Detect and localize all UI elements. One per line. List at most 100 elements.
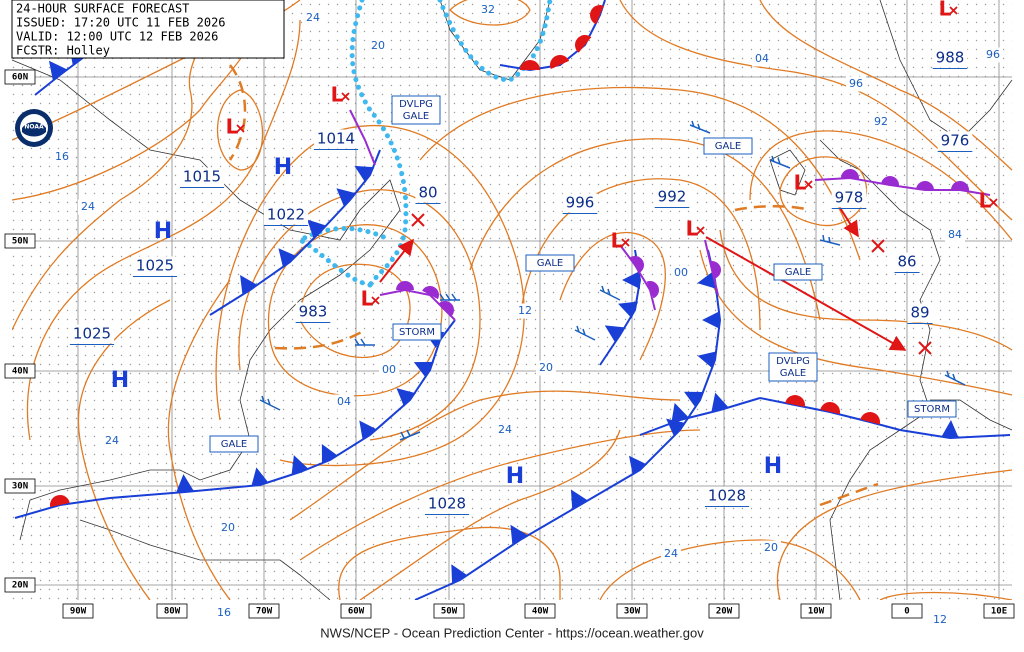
lon-label: 20W (716, 607, 733, 617)
warning-box (525, 254, 575, 272)
central-pressure-bg (704, 486, 750, 506)
lon-label-box (248, 603, 280, 619)
central-pressure: 1025 (73, 325, 111, 343)
central-pressure: 1028 (428, 495, 466, 513)
low-x (341, 92, 350, 101)
central-pressure: 86 (897, 253, 916, 271)
warning-label: GALE (221, 439, 247, 450)
lon-label: 60W (348, 607, 365, 617)
warning-box (907, 400, 957, 418)
isobar-label: 00 (674, 266, 688, 279)
isobar-label-bg (846, 76, 866, 92)
high-symbol: H (764, 454, 782, 479)
isobar-label: 04 (755, 52, 769, 65)
central-pressure-bg (69, 324, 115, 344)
isobar-label: 92 (874, 115, 888, 128)
central-pressure: 1015 (183, 168, 221, 186)
central-pressure-bg (415, 183, 441, 203)
central-pressure: 1014 (317, 130, 355, 148)
isobar-label-bg (214, 605, 234, 621)
warning-label: GALE (780, 368, 806, 379)
isobar-label: 00 (382, 363, 396, 376)
warning-label: GALE (715, 141, 741, 152)
fronts (14, 0, 1011, 601)
low-x (804, 180, 813, 189)
lon-label-box (524, 603, 556, 619)
isobar-label-bg (102, 433, 122, 449)
high-symbol: H (154, 219, 172, 244)
central-pressure: 976 (941, 132, 970, 150)
isobar-label: 16 (55, 150, 69, 163)
high-symbol: H (274, 155, 292, 180)
warning-label: DVLPG (399, 99, 433, 110)
central-pressure-bg (313, 129, 359, 149)
central-pressure-bg (831, 188, 867, 208)
warning-box (209, 435, 259, 453)
lon-label: 10W (808, 607, 825, 617)
isobar-label-bg (52, 149, 72, 165)
low-symbol: L (939, 0, 952, 21)
warning-box (392, 323, 442, 341)
lon-label: 70W (256, 607, 273, 617)
isobar-label: 16 (217, 606, 231, 619)
isobar-label-bg (752, 51, 772, 67)
isobar-label-bg (536, 360, 556, 376)
logo-text: NOAA (24, 124, 44, 131)
central-pressure-bg (132, 256, 178, 276)
isobar-label: 20 (539, 361, 553, 374)
lon-label-box (62, 603, 94, 619)
isobar-label-bg (379, 362, 399, 378)
map-labels: 60N 50N 40N 30N 20N 90W 80W 70W 60W 50W 40W 30W 20W 1… (4, 0, 1015, 628)
low-x (696, 226, 705, 235)
central-pressure: 996 (566, 194, 595, 212)
isobar-label-bg (871, 114, 891, 130)
isobar-label-bg (78, 199, 98, 215)
warning-label: GALE (537, 258, 563, 269)
wind-barbs (259, 120, 966, 441)
central-pressure-bg (562, 193, 598, 213)
lat-label-box (4, 233, 36, 249)
low-symbol: L (226, 115, 239, 139)
isobar-label: 24 (664, 547, 678, 560)
warning-label: STORM (399, 327, 435, 338)
isobar-label: 20 (371, 39, 385, 52)
isobar-label: 24 (306, 11, 320, 24)
low-x (989, 198, 998, 207)
isobar-label-bg (303, 10, 323, 26)
left-strip (0, 0, 12, 622)
central-pressure: 1028 (708, 487, 746, 505)
lon-label: 10E (991, 607, 1007, 617)
lon-label: 30W (624, 607, 641, 617)
isobar-label-bg (930, 612, 950, 628)
lat-label: 30N (12, 482, 28, 492)
storm-x-marks (411, 213, 932, 355)
low-symbol: L (361, 287, 374, 311)
isobar-label: 84 (948, 228, 962, 241)
central-pressure-bg (654, 187, 690, 207)
isobar-label: 20 (221, 521, 235, 534)
low-x (949, 6, 958, 15)
central-pressure: 89 (910, 304, 929, 322)
central-pressure-bg (424, 494, 470, 514)
low-x (621, 238, 630, 247)
isobar-label: 32 (481, 3, 495, 16)
central-pressure: 988 (936, 49, 965, 67)
lon-label-box (433, 603, 465, 619)
lon-label-box (983, 603, 1015, 619)
warning-label: GALE (785, 267, 811, 278)
warning-label: DVLPG (776, 356, 810, 367)
isobar-label: 96 (986, 48, 1000, 61)
isobar-label-bg (661, 546, 681, 562)
lon-label-box (891, 603, 923, 619)
lat-label: 40N (12, 367, 28, 377)
central-pressure: 80 (418, 184, 437, 202)
isobar-label-bg (671, 265, 691, 281)
central-pressure-bg (937, 131, 973, 151)
central-pressure-bg (907, 303, 933, 323)
low-symbol: L (979, 189, 992, 213)
lat-label: 20N (12, 581, 28, 591)
isobar-label: 12 (518, 304, 532, 317)
central-pressure: 978 (835, 189, 864, 207)
isobar-label-bg (495, 422, 515, 438)
lat-label-box (4, 577, 36, 593)
